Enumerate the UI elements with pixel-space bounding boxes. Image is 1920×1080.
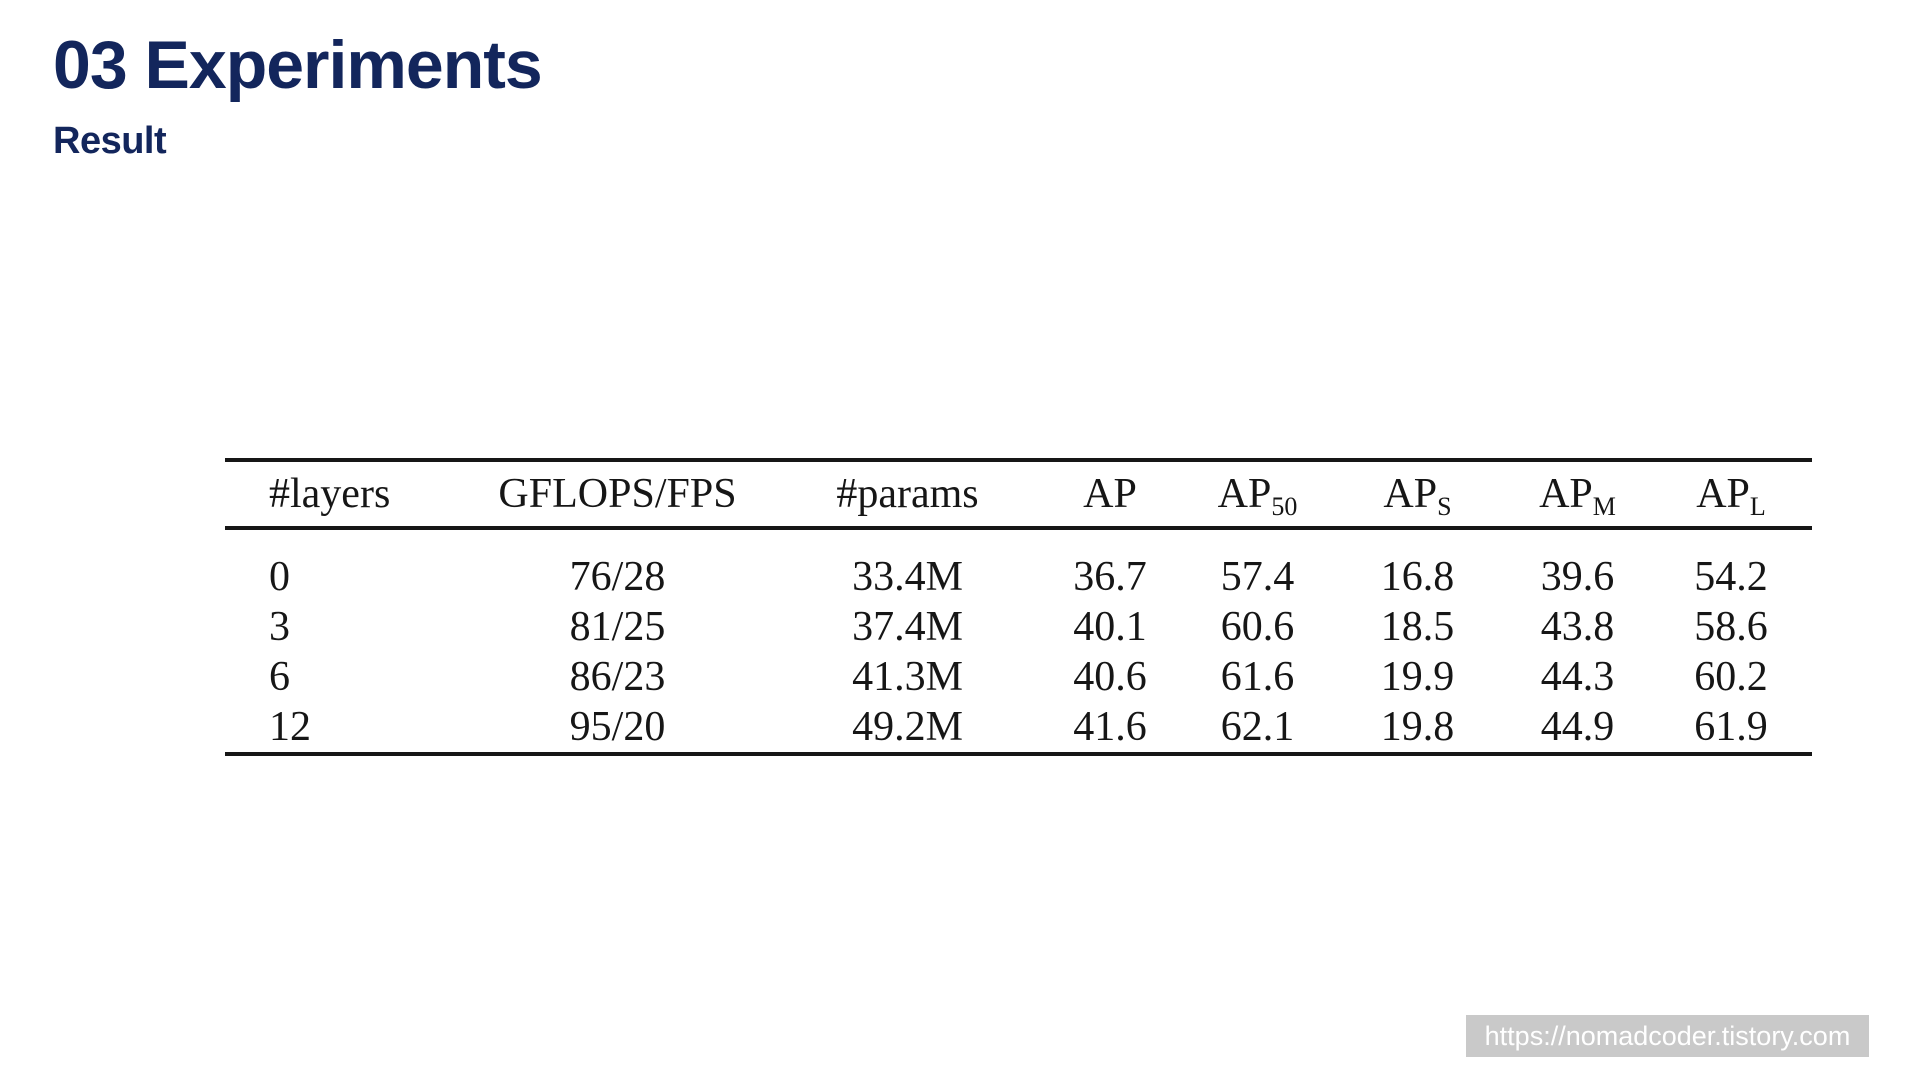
table-cell: 0 [269, 554, 290, 600]
table-cell: 41.6 [1073, 704, 1147, 750]
table-row: 3 81/25 37.4M 40.1 60.6 18.5 43.8 58.6 [225, 602, 1812, 652]
table-cell: 12 [269, 704, 311, 750]
column-header-apm: APM [1505, 460, 1650, 530]
table-cell: 6 [269, 654, 290, 700]
table-cell: 58.6 [1694, 604, 1768, 650]
source-url-badge[interactable]: https://nomadcoder.tistory.com [1466, 1015, 1869, 1057]
table-header: #layers GFLOPS/FPS #params AP AP50 APS APM APL [225, 460, 1812, 530]
table-cell: 43.8 [1540, 604, 1615, 650]
table-cell: 16.8 [1380, 554, 1455, 600]
column-header-subscript: 50 [1271, 492, 1298, 521]
table-cell: 40.6 [1073, 654, 1147, 700]
table-cell: 19.9 [1380, 654, 1455, 700]
table-cell: 40.1 [1073, 604, 1147, 650]
table-body: 0 76/28 33.4M 36.7 57.4 16.8 39.6 54.2 3 81/25 37.… [225, 528, 1812, 754]
column-header-subscript: M [1592, 492, 1616, 521]
column-header-gflops/fps: GFLOPS/FPS [455, 460, 780, 530]
table-row: 12 95/20 49.2M 41.6 62.1 19.8 44.9 61.9 [225, 702, 1812, 754]
ablation-results-table: #layers GFLOPS/FPS #params AP AP50 APS APM APL … [225, 458, 1812, 756]
table-cell: 54.2 [1694, 554, 1768, 600]
table-cell: 18.5 [1380, 604, 1455, 650]
table-cell: 61.6 [1220, 654, 1295, 700]
table-cell: 36.7 [1073, 554, 1147, 600]
column-header-ap: AP [1035, 460, 1185, 530]
table-cell: 44.3 [1540, 654, 1615, 700]
column-header-num-layers: #layers [225, 460, 455, 530]
column-header-ap50: AP50 [1185, 460, 1330, 530]
table-cell: 61.9 [1694, 704, 1768, 750]
table-row: 6 86/23 41.3M 40.6 61.6 19.9 44.3 60.2 [225, 652, 1812, 702]
table-cell: 3 [269, 604, 290, 650]
column-header-aps: APS [1330, 460, 1505, 530]
column-header-subscript: S [1437, 492, 1452, 521]
table-cell: 60.2 [1694, 654, 1768, 700]
column-header-num-params: #params [780, 460, 1035, 530]
table-cell: 37.4M [852, 604, 963, 650]
table-cell: 62.1 [1220, 704, 1295, 750]
table-row: 0 76/28 33.4M 36.7 57.4 16.8 39.6 54.2 [225, 528, 1812, 602]
column-header-apl: APL [1650, 460, 1812, 530]
table-cell: 60.6 [1220, 604, 1295, 650]
table-cell: 44.9 [1540, 704, 1615, 750]
table-cell: 81/25 [569, 604, 666, 650]
results-table: #layers GFLOPS/FPS #params AP AP50 APS APM APL … [225, 458, 1812, 756]
page-title: 03 Experiments [53, 27, 543, 103]
table-cell: 19.8 [1380, 704, 1455, 750]
column-header-subscript: L [1749, 492, 1766, 521]
table-cell: 33.4M [852, 554, 963, 600]
table-cell: 41.3M [852, 654, 963, 700]
table-cell: 39.6 [1540, 554, 1615, 600]
page-subtitle: Result [53, 120, 167, 162]
table-header-row: #layers GFLOPS/FPS #params AP AP50 APS APM APL [225, 460, 1812, 530]
table-cell: 95/20 [569, 704, 666, 750]
table-cell: 76/28 [569, 554, 666, 600]
table-cell: 86/23 [569, 654, 666, 700]
table-cell: 49.2M [852, 704, 963, 750]
table-cell: 57.4 [1220, 554, 1295, 600]
